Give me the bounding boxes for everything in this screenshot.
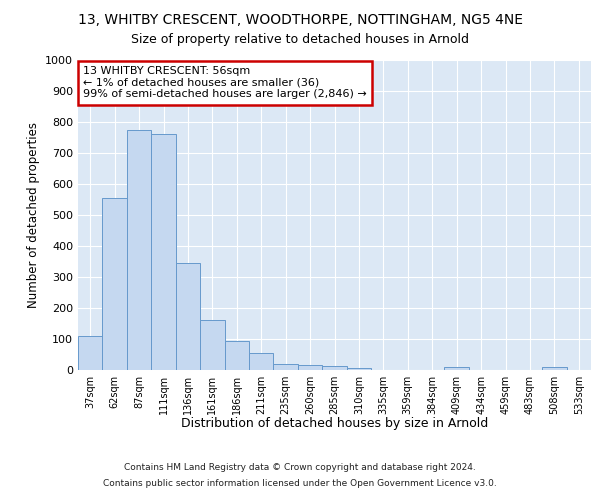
Text: 13, WHITBY CRESCENT, WOODTHORPE, NOTTINGHAM, NG5 4NE: 13, WHITBY CRESCENT, WOODTHORPE, NOTTING…: [77, 12, 523, 26]
Text: Contains public sector information licensed under the Open Government Licence v3: Contains public sector information licen…: [103, 478, 497, 488]
Bar: [322, 366, 347, 370]
Bar: [445, 367, 469, 370]
Bar: [127, 130, 151, 370]
Text: Size of property relative to detached houses in Arnold: Size of property relative to detached ho…: [131, 32, 469, 46]
Bar: [224, 340, 249, 370]
Bar: [103, 198, 127, 370]
Bar: [78, 336, 103, 370]
Bar: [298, 366, 322, 370]
Bar: [274, 364, 298, 370]
Text: Contains HM Land Registry data © Crown copyright and database right 2024.: Contains HM Land Registry data © Crown c…: [124, 464, 476, 472]
Y-axis label: Number of detached properties: Number of detached properties: [26, 122, 40, 308]
Bar: [176, 263, 200, 370]
X-axis label: Distribution of detached houses by size in Arnold: Distribution of detached houses by size …: [181, 417, 488, 430]
Text: 13 WHITBY CRESCENT: 56sqm
← 1% of detached houses are smaller (36)
99% of semi-d: 13 WHITBY CRESCENT: 56sqm ← 1% of detach…: [83, 66, 367, 100]
Bar: [542, 367, 566, 370]
Bar: [200, 320, 224, 370]
Bar: [347, 368, 371, 370]
Bar: [249, 353, 274, 370]
Bar: [151, 134, 176, 370]
